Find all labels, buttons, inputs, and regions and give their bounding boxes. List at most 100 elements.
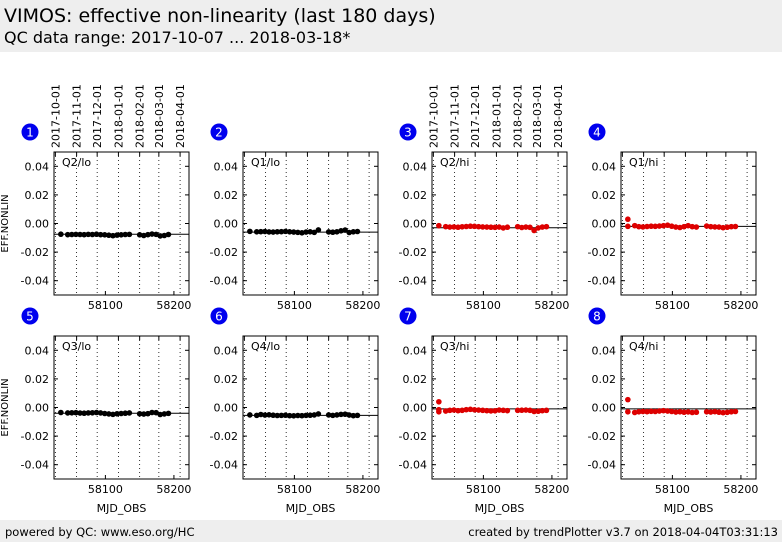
data-point: [625, 223, 631, 230]
data-point: [496, 407, 502, 413]
data-point: [539, 224, 546, 230]
data-point: [451, 224, 457, 230]
x-tick-label: 58100: [655, 483, 690, 496]
y-tick-label: -0.02: [210, 246, 238, 259]
data-point: [278, 412, 285, 419]
x-tick-label: 58200: [534, 299, 569, 312]
data-point: [270, 412, 276, 419]
footer-created-by: created by trendPlotter v3.7 on 2018-04-…: [468, 525, 778, 539]
panel-badge: [21, 307, 39, 325]
y-axis-label: EFF.NONLIN: [0, 378, 11, 436]
y-axis-label: EFF.NONLIN: [0, 194, 11, 252]
data-point: [338, 411, 344, 418]
data-point: [350, 412, 357, 419]
x-tick-label: 58200: [723, 483, 758, 496]
data-point: [126, 410, 133, 416]
data-point: [463, 223, 470, 230]
data-point: [673, 409, 679, 415]
x-tick-label: 58100: [88, 299, 123, 312]
data-point: [290, 229, 297, 235]
data-point: [656, 408, 663, 414]
y-tick-label: 0.00: [25, 218, 50, 231]
data-point: [315, 227, 322, 233]
x-tick-label: 58100: [277, 483, 312, 496]
y-tick-label: 0.00: [403, 402, 428, 415]
y-tick-label: -0.04: [21, 459, 49, 472]
y-tick-label: 0.04: [214, 344, 239, 357]
data-point: [342, 227, 348, 233]
data-point: [101, 231, 108, 238]
panel-badge: [21, 123, 39, 141]
y-tick-label: -0.04: [588, 275, 616, 288]
data-point: [282, 412, 289, 419]
data-point: [149, 409, 155, 416]
data-point: [531, 408, 537, 415]
y-tick-label: -0.02: [210, 430, 238, 443]
date-tick-label: 2018-01-01: [112, 84, 125, 148]
data-point: [118, 231, 124, 238]
data-point: [140, 411, 147, 417]
y-tick-label: 0.04: [592, 344, 617, 357]
data-point: [543, 407, 550, 414]
data-point: [447, 407, 453, 414]
data-point: [648, 223, 654, 230]
x-tick-label: 58200: [723, 299, 758, 312]
data-point: [640, 224, 646, 230]
data-point: [278, 228, 285, 235]
data-point: [652, 223, 659, 230]
data-point: [81, 231, 87, 238]
panel-badge: [588, 307, 606, 325]
y-tick-label: -0.02: [21, 430, 49, 443]
data-point: [247, 228, 253, 235]
panel-label: Q4/hi: [629, 340, 658, 353]
data-point: [303, 229, 309, 235]
data-point: [311, 229, 318, 236]
data-point: [101, 410, 108, 417]
data-point: [307, 412, 313, 419]
panel-label: Q1/lo: [251, 156, 280, 169]
data-point: [625, 216, 631, 223]
plot-frame: [242, 335, 379, 480]
data-point: [703, 223, 710, 229]
date-tick-label: 2018-03-01: [531, 84, 544, 148]
x-tick-label: 58100: [88, 483, 123, 496]
panel-badge-number: 2: [215, 126, 223, 140]
data-point: [282, 228, 289, 235]
data-point: [274, 228, 281, 235]
data-point: [69, 231, 75, 238]
panel-badge: [588, 123, 606, 141]
data-point: [329, 412, 336, 419]
data-point: [471, 406, 478, 413]
data-point: [299, 412, 305, 419]
x-tick-label: 58100: [466, 299, 501, 312]
date-tick-label: 2018-01-01: [490, 84, 503, 148]
data-point: [122, 231, 129, 238]
data-point: [262, 412, 268, 418]
data-point: [157, 411, 164, 418]
y-tick-label: 0.02: [25, 189, 50, 202]
data-point: [85, 231, 92, 238]
data-point: [724, 409, 731, 416]
x-tick-label: 58200: [345, 299, 380, 312]
data-point: [346, 412, 353, 418]
data-point: [636, 223, 642, 230]
data-point: [286, 228, 293, 235]
x-tick-label: 58100: [655, 299, 690, 312]
data-point: [689, 223, 696, 230]
data-point: [518, 407, 525, 414]
date-tick-label: 2018-04-01: [174, 84, 187, 148]
y-tick-label: 0.02: [403, 373, 428, 386]
data-point: [535, 408, 542, 415]
data-point: [97, 410, 104, 416]
x-tick-label: 58200: [156, 299, 191, 312]
y-tick-label: -0.04: [210, 459, 238, 472]
date-tick-label: 2017-11-01: [71, 84, 84, 148]
data-point: [500, 407, 507, 414]
data-point: [114, 232, 120, 238]
data-point: [636, 408, 642, 415]
y-tick-label: 0.04: [403, 160, 428, 173]
data-point: [475, 407, 482, 413]
data-point: [106, 411, 112, 417]
data-point: [644, 408, 650, 415]
data-point: [354, 228, 361, 235]
